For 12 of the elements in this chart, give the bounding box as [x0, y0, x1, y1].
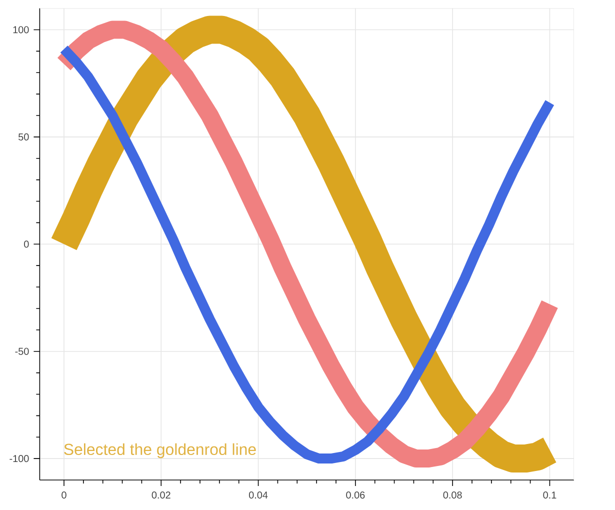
y-tick-label: -100 [10, 455, 29, 462]
y-tick-label: -50 [15, 348, 29, 355]
x-tick-label: 0.06 [346, 492, 365, 499]
y-tick-label: 50 [18, 133, 29, 140]
x-tick-label: 0.08 [443, 492, 462, 499]
y-tick-label: 100 [13, 26, 29, 34]
x-tick-label: 0.1 [543, 492, 556, 499]
x-tick-label: 0.04 [248, 492, 268, 499]
x-tick-label: 0.02 [152, 492, 170, 499]
y-tick-label: 0 [24, 240, 29, 248]
annotation: Selected the goldenrod line [64, 443, 256, 458]
x-tick-label: 0 [62, 492, 66, 499]
